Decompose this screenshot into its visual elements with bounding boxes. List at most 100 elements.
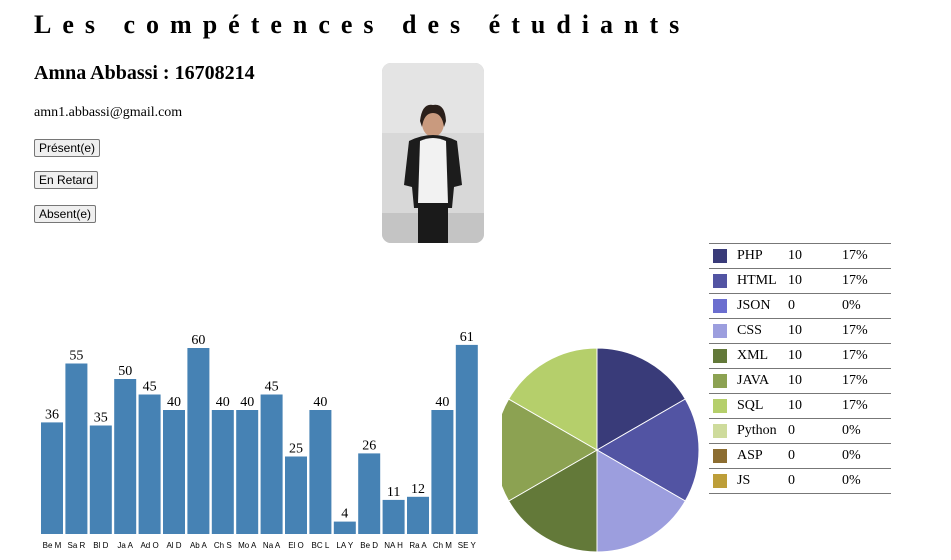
bar-category-label: Ch M [433, 541, 452, 550]
pie-chart [502, 347, 700, 553]
legend-value: 0 [788, 448, 795, 463]
legend-value: 0 [788, 473, 795, 488]
bar-value-label: 40 [240, 395, 254, 410]
bar [41, 422, 63, 534]
legend-percent: 0% [842, 423, 861, 438]
bar-value-label: 35 [94, 411, 108, 426]
bar-value-label: 45 [265, 380, 279, 395]
bar-value-label: 12 [411, 482, 425, 497]
bar-category-label: Be D [360, 541, 378, 550]
bar [358, 453, 381, 534]
late-button[interactable]: En Retard [34, 171, 99, 189]
bar-category-label: Mo A [238, 541, 257, 550]
bar-value-label: 61 [460, 330, 474, 345]
bar-value-label: 40 [435, 395, 449, 410]
legend-label: CSS [737, 323, 762, 338]
bar [187, 348, 210, 534]
bar [138, 394, 161, 534]
bar-category-label: Sa R [68, 541, 86, 550]
legend-row: JAVA 10 17% [709, 369, 891, 394]
bar-value-label: 11 [387, 485, 400, 500]
legend-percent: 17% [842, 373, 868, 388]
legend-percent: 17% [842, 273, 868, 288]
pie-slice-sql [507, 347, 598, 451]
legend-label: Python [737, 423, 777, 438]
bar-category-label: BC L [312, 541, 330, 550]
bar-value-label: 50 [118, 364, 132, 379]
pie-slice-css [596, 449, 687, 553]
absent-button[interactable]: Absent(e) [34, 205, 97, 223]
present-button[interactable]: Présent(e) [34, 139, 101, 157]
legend-swatch [713, 249, 727, 263]
bar-category-label: Ch S [214, 541, 232, 550]
bar-value-label: 60 [191, 333, 205, 348]
legend-value: 10 [788, 323, 802, 338]
page-title: Les compétences des étudiants [34, 10, 691, 39]
bar-value-label: 36 [45, 407, 59, 422]
bar-chart: 36 Be M 55 Sa R 35 Bl D 50 Ja A 45 Ad O 40 Al D 60 Ab… [41, 330, 478, 550]
legend-percent: 0% [842, 448, 861, 463]
bar-value-label: 40 [167, 395, 181, 410]
bar [407, 496, 429, 534]
bar-value-label: 4 [341, 507, 348, 522]
bar-category-label: Na A [263, 541, 281, 550]
legend-swatch [713, 374, 727, 388]
legend-value: 10 [788, 273, 802, 288]
bar-value-label: 45 [143, 380, 157, 395]
legend-swatch [713, 424, 727, 438]
bar-category-label: Bl D [93, 541, 108, 550]
legend-swatch [713, 324, 727, 338]
legend-percent: 17% [842, 348, 868, 363]
legend-value: 10 [788, 248, 802, 263]
pie-slice-xml [507, 449, 598, 553]
bar-category-label: Ab A [190, 541, 208, 550]
bar-value-label: 26 [362, 438, 376, 453]
legend-value: 10 [788, 398, 802, 413]
student-email: amn1.abbassi@gmail.com [34, 105, 183, 120]
student-photo [382, 63, 484, 243]
legend-percent: 0% [842, 473, 861, 488]
legend-label: HTML [737, 273, 777, 288]
bar [431, 410, 454, 534]
legend-swatch [713, 274, 727, 288]
legend-row: JS 0 0% [709, 469, 891, 494]
bar-value-label: 25 [289, 442, 303, 457]
legend-value: 0 [788, 298, 795, 313]
bar-category-label: El O [288, 541, 304, 550]
bar-category-label: SE Y [458, 541, 477, 550]
legend-row: XML 10 17% [709, 344, 891, 369]
legend-percent: 17% [842, 398, 868, 413]
pie-legend: PHP 10 17% HTML 10 17% JSON 0 0% CSS 10 17% XML 10 17%… [709, 243, 891, 494]
bar [260, 394, 283, 534]
legend-label: JAVA [737, 373, 770, 388]
bar-category-label: NA H [384, 541, 403, 550]
legend-label: XML [737, 348, 769, 363]
bar [211, 410, 234, 534]
legend-label: JSON [737, 298, 771, 313]
bar [333, 521, 356, 534]
legend-percent: 0% [842, 298, 861, 313]
pie-slice-java [502, 398, 598, 502]
bar [89, 425, 112, 534]
legend-row: Python 0 0% [709, 419, 891, 444]
legend-row: CSS 10 17% [709, 319, 891, 344]
bar-category-label: Ja A [117, 541, 133, 550]
bar-category-label: Al D [166, 541, 181, 550]
bar-category-label: LA Y [336, 541, 353, 550]
bar [114, 379, 137, 534]
legend-row: SQL 10 17% [709, 394, 891, 419]
legend-row: PHP 10 17% [709, 244, 891, 269]
legend-percent: 17% [842, 323, 868, 338]
legend-value: 10 [788, 348, 802, 363]
bar [65, 363, 88, 534]
legend-row: HTML 10 17% [709, 269, 891, 294]
pie-slice-php [596, 347, 687, 451]
bar-value-label: 40 [313, 395, 327, 410]
bar [309, 410, 332, 534]
legend-row: JSON 0 0% [709, 294, 891, 319]
legend-row: ASP 0 0% [709, 444, 891, 469]
bar-category-label: Be M [43, 541, 62, 550]
bar [382, 499, 405, 534]
bar [285, 456, 307, 534]
legend-percent: 17% [842, 248, 868, 263]
